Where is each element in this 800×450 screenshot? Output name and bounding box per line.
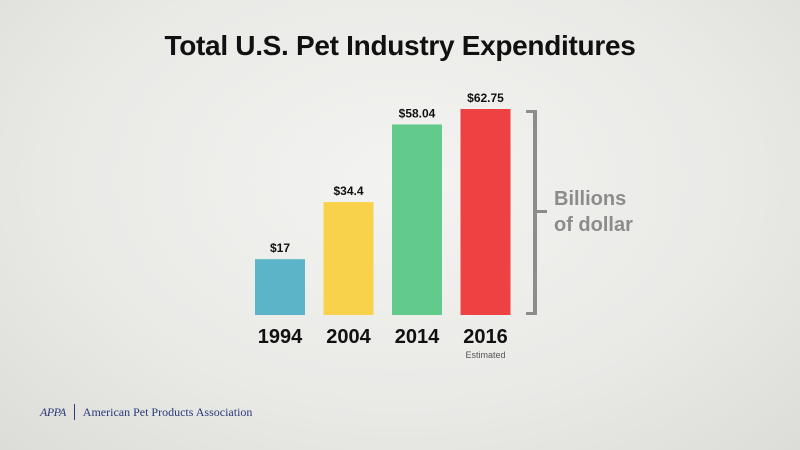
appa-logo: APPA (40, 404, 66, 419)
category-note-2016: Estimated (465, 350, 505, 360)
data-label-1994: $17 (270, 241, 290, 255)
units-bracket (533, 110, 537, 315)
category-label-2016: 2016 (463, 326, 508, 348)
category-label-2004: 2004 (326, 326, 371, 348)
organization-name: American Pet Products Association (82, 404, 253, 419)
units-bracket-top (526, 110, 537, 113)
category-label-2014: 2014 (395, 326, 440, 348)
units-label-line-1: Billions (554, 188, 627, 210)
footer-divider (73, 404, 75, 420)
data-label-2004: $34.4 (333, 184, 363, 198)
units-bracket-pointer (537, 210, 547, 213)
data-label-2016: $62.75 (467, 91, 504, 105)
bar-1994 (255, 259, 305, 315)
bar-2004 (323, 202, 374, 315)
bar-2014 (392, 124, 442, 315)
units-label: Billions of dollar (554, 186, 800, 238)
data-label-2014: $58.04 (399, 106, 436, 120)
bar-2016 (460, 109, 511, 315)
units-label-line-2: of dollar (554, 214, 633, 236)
chart-title: Total U.S. Pet Industry Expenditures (164, 30, 636, 61)
category-label-1994: 1994 (258, 326, 303, 348)
source-footer: APPA American Pet Products Association (40, 404, 252, 420)
units-bracket-bottom (526, 312, 537, 315)
